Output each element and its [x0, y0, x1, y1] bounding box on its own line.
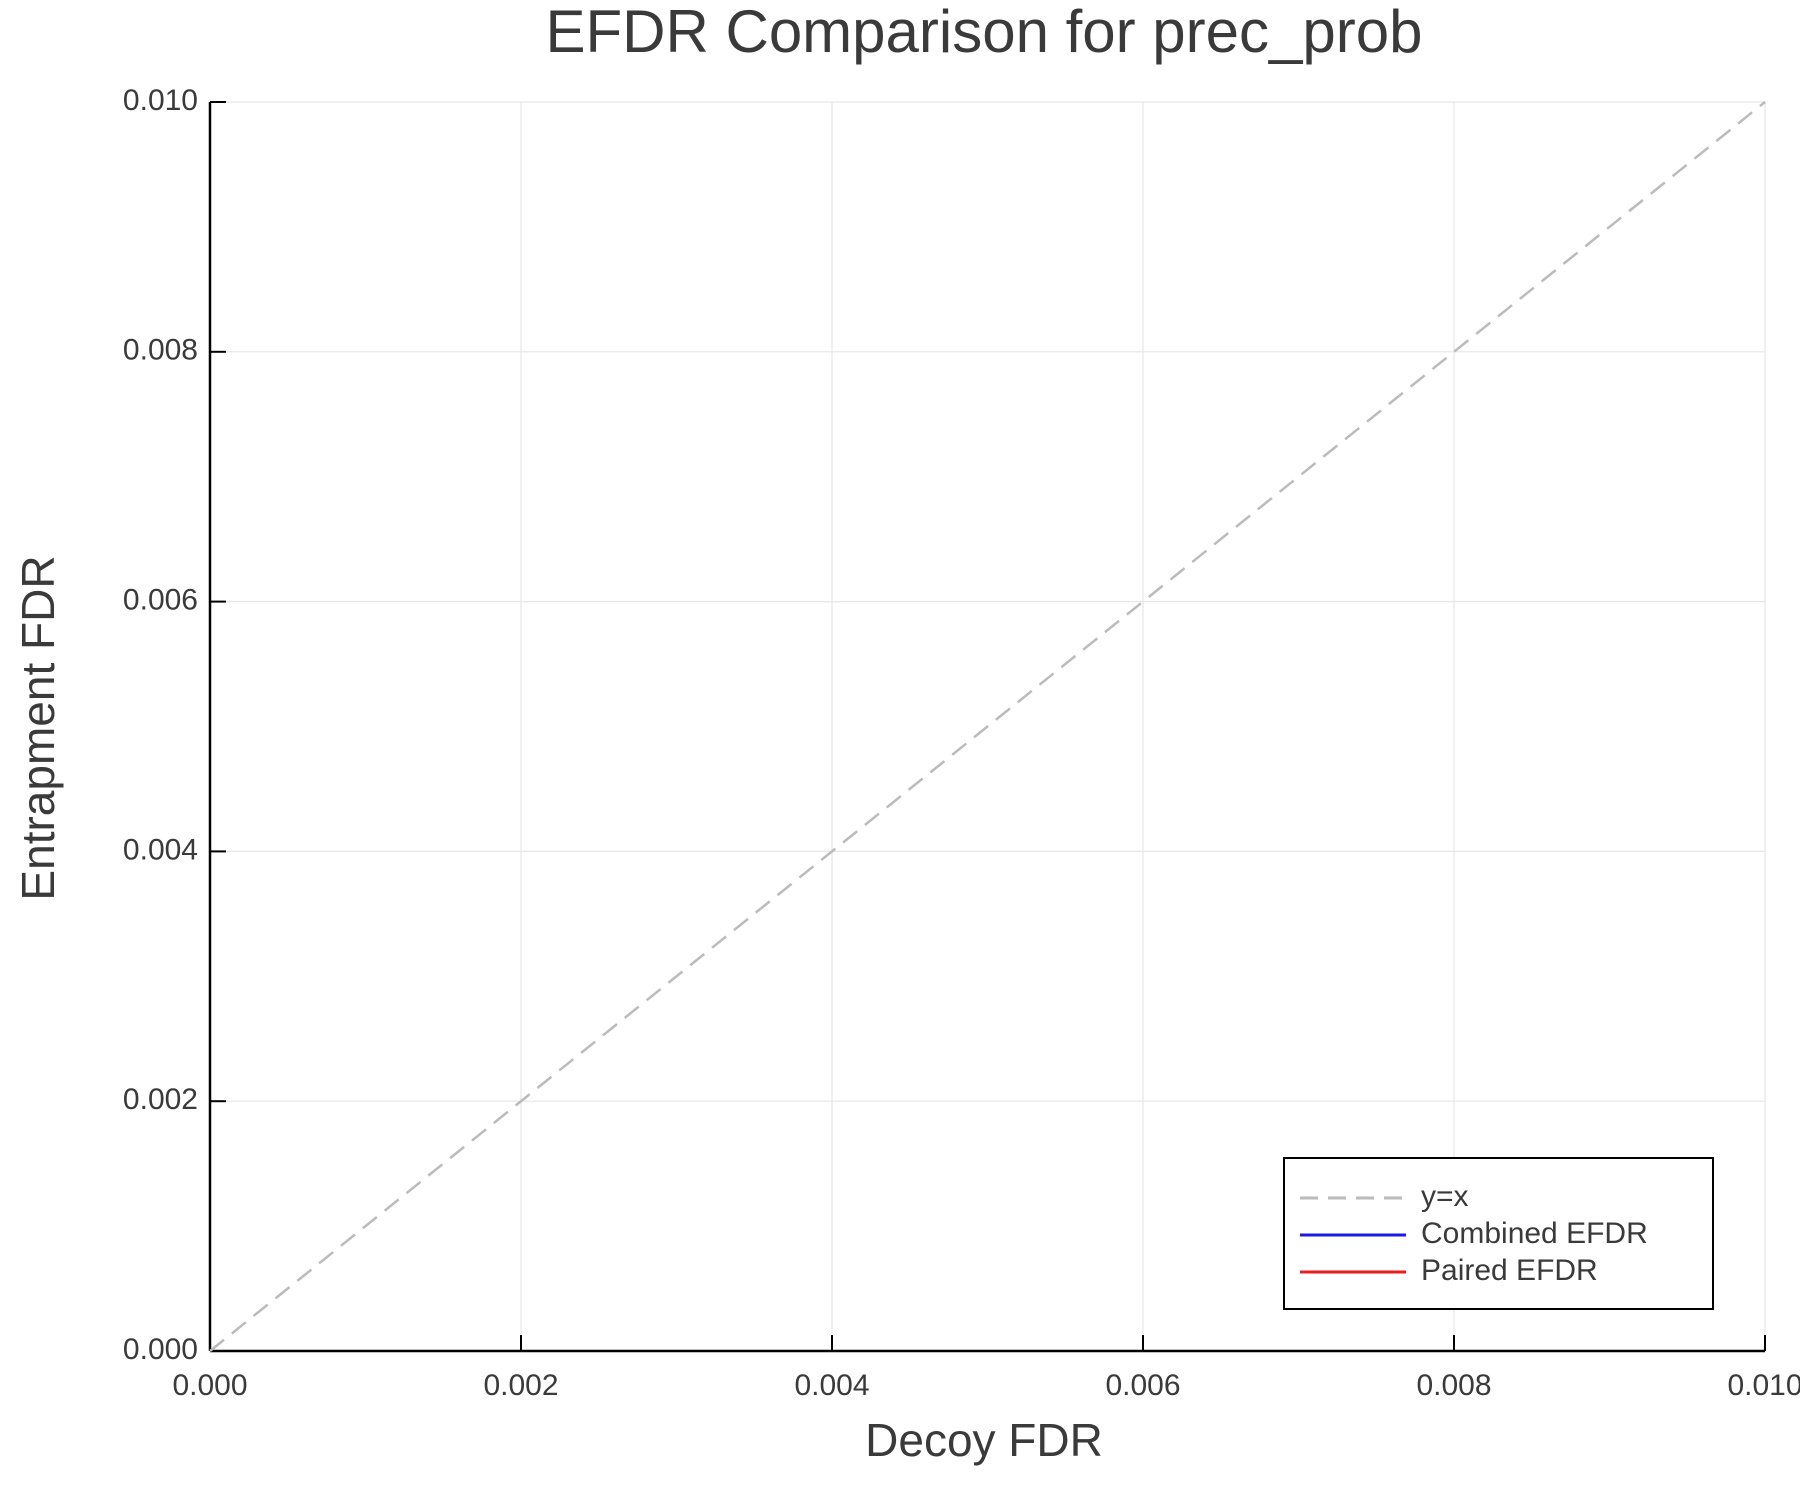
x-axis-label: Decoy FDR [865, 1414, 1103, 1466]
x-tick-label: 0.004 [794, 1369, 869, 1402]
y-tick-label: 0.006 [123, 584, 198, 617]
legend-label: Paired EFDR [1421, 1254, 1598, 1287]
y-tick-label: 0.000 [123, 1333, 198, 1366]
series-line [209, 101, 1766, 1352]
x-tick-label: 0.006 [1105, 1369, 1180, 1402]
x-tick-label: 0.002 [483, 1369, 558, 1402]
x-tick-label: 0.010 [1727, 1369, 1800, 1402]
legend-label: y=x [1421, 1180, 1469, 1213]
chart-title: EFDR Comparison for prec_prob [545, 0, 1422, 65]
legend-label: Combined EFDR [1421, 1217, 1648, 1250]
x-tick-label: 0.008 [1416, 1369, 1491, 1402]
y-tick-label: 0.008 [123, 334, 198, 367]
y-axis-label: Entrapment FDR [12, 555, 64, 900]
x-tick-label: 0.000 [172, 1369, 247, 1402]
y-tick-label: 0.004 [123, 833, 198, 866]
y-tick-label: 0.002 [123, 1083, 198, 1116]
y-tick-label: 0.010 [123, 84, 198, 117]
